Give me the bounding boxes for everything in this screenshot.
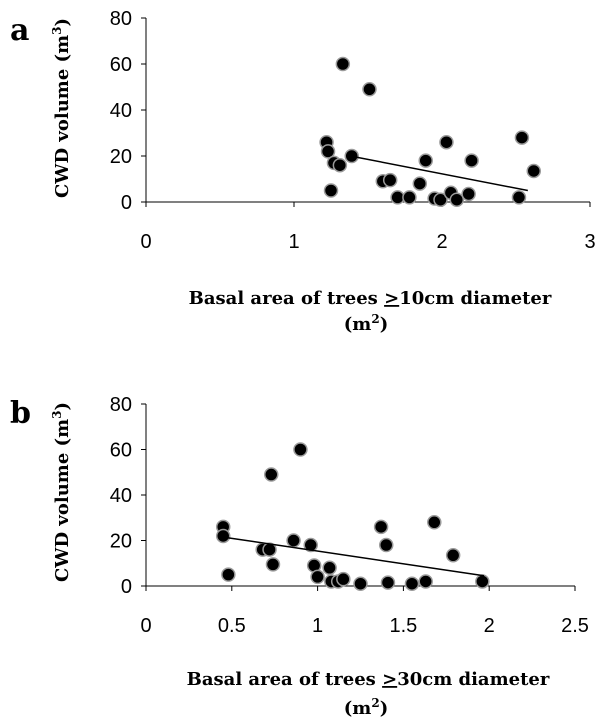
panel-a: a 0 20 40 60 80 0 1 2 3 CWD volume (m3) Basal ar… xyxy=(10,8,596,335)
panel-a-data-point xyxy=(390,190,405,205)
panel-b-data-point xyxy=(353,576,368,591)
panel-a-x-tick-label: 2 xyxy=(436,231,447,253)
panel-a-xlabel-line1: Basal area of trees >10cm diameter xyxy=(189,288,552,309)
panel-a-data-point xyxy=(514,130,530,145)
panel-b-data-point xyxy=(336,571,351,587)
panel-a-y-tick-label: 60 xyxy=(110,54,132,76)
panel-a-trendline xyxy=(350,155,528,192)
panel-a-x-tick-label: 0 xyxy=(140,231,151,253)
panel-a-x-tick-label: 3 xyxy=(584,231,595,253)
panel-a-data-point xyxy=(412,176,428,191)
panel-b-data-point xyxy=(265,557,281,572)
panel-b-xlabel-line1: Basal area of trees >30cm diameter xyxy=(187,669,550,690)
panel-a-data-point xyxy=(439,134,454,150)
panel-a-y-tick-label: 80 xyxy=(110,8,132,30)
panel-b-data-point xyxy=(475,574,490,589)
panel-a-data-point xyxy=(433,192,448,207)
panel-b-data-point xyxy=(404,576,420,591)
panel-a-data-point xyxy=(449,192,465,207)
panel-a-data-point xyxy=(382,172,398,188)
panel-b-data-point xyxy=(427,515,442,530)
panel-b-x-tick-label: 0 xyxy=(140,615,151,637)
panel-b-data-point xyxy=(303,537,318,553)
panel-b-data-point xyxy=(293,442,308,457)
panel-b-data-point xyxy=(418,574,433,589)
panel-b-x-tick-label: 0.5 xyxy=(218,615,246,637)
panel-a-data-point xyxy=(320,144,336,159)
panel-b-xlabel-line2: (m2) xyxy=(344,696,388,719)
panel-a-label: a xyxy=(10,13,29,48)
panel-b-data-point xyxy=(310,569,325,585)
panel-b-x-tick-label: 1.5 xyxy=(389,615,417,637)
panel-b-x-tick-label: 2 xyxy=(484,615,495,637)
panel-a-plot-area: 0 20 40 60 80 0 1 2 3 xyxy=(110,8,596,253)
panel-b-y-tick-label: 80 xyxy=(110,394,132,416)
panel-b-data-point xyxy=(262,542,277,557)
panel-a-data-point xyxy=(332,157,348,173)
panel-b-label: b xyxy=(10,396,31,431)
panel-a-ylabel: CWD volume (m3) xyxy=(50,18,73,198)
panel-b-data-point xyxy=(445,548,461,563)
panel-a-data-point xyxy=(362,82,377,97)
panel-b-data-point xyxy=(373,519,389,535)
panel-a-data-point xyxy=(511,190,527,205)
panel-a-data-point xyxy=(402,190,417,205)
panel-a-data-point xyxy=(461,186,476,202)
panel-a-x-tick-label: 1 xyxy=(288,231,299,253)
panel-a-y-tick-label: 20 xyxy=(110,146,132,168)
panel-b-data-point xyxy=(286,533,301,548)
panel-b-y-tick-label: 20 xyxy=(110,531,132,553)
panel-b-ylabel: CWD volume (m3) xyxy=(50,402,73,582)
panel-a-data-point xyxy=(323,183,339,198)
panel-b-trendline xyxy=(223,536,485,577)
panel-a-xlabel-line2: (m2) xyxy=(344,312,388,335)
panel-b-data-point xyxy=(378,537,394,553)
panel-b-data-point xyxy=(380,575,396,590)
panel-b-data-point xyxy=(221,567,236,582)
panel-a-data-point xyxy=(526,163,542,179)
panel-b-x-tick-label: 1 xyxy=(312,615,323,637)
panel-a-data-point xyxy=(418,153,433,168)
panel-b-y-tick-label: 40 xyxy=(110,485,132,507)
panel-a-data-point xyxy=(335,56,351,72)
panel-a-y-tick-label: 0 xyxy=(121,192,132,214)
panel-a-data-point xyxy=(464,153,479,168)
panel-b-plot-area: 0 20 40 60 80 0 0.5 1 1.5 2 2.5 xyxy=(110,394,589,637)
panel-a-y-tick-label: 40 xyxy=(110,100,132,122)
panel-b-data-point xyxy=(215,528,231,544)
panel-b-data-point xyxy=(264,467,279,482)
panel-b-x-tick-label: 2.5 xyxy=(561,615,589,637)
panel-b-y-tick-label: 60 xyxy=(110,440,132,462)
panel-b-data-point xyxy=(322,560,337,576)
panel-b-y-tick-label: 0 xyxy=(121,576,132,598)
